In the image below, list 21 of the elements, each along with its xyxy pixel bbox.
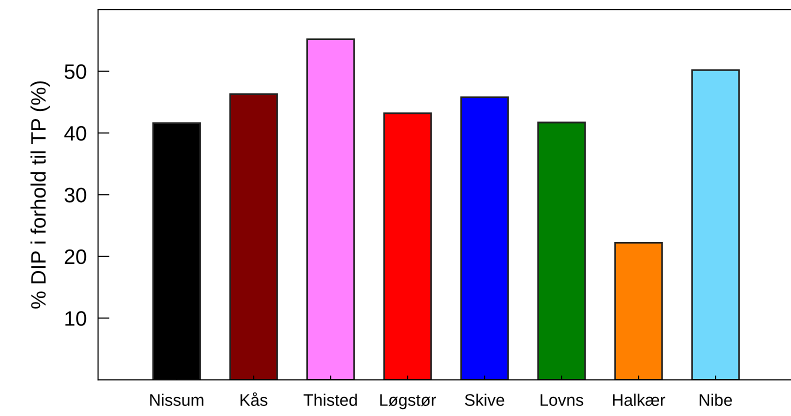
x-tick-label: Kås [240,392,268,406]
x-tick-label: Nissum [150,394,204,406]
x-tick-label: Skive [464,394,504,406]
bar [614,242,663,380]
bar [460,96,509,380]
y-tick-label: 40 [64,126,86,141]
y-tick-label: 30 [64,188,86,202]
y-tick-label: 10 [65,311,86,326]
x-tick-label: Lovns [540,394,584,406]
bar [306,38,355,380]
y-tick-label: 20 [64,249,86,264]
bar [691,69,740,380]
y-tick-label: 50 [64,64,86,80]
y-axis-title: % DIP i forhold til TP (%) [30,81,50,309]
x-tick-label: Thisted [304,394,357,406]
bar [229,93,278,380]
bar [537,122,586,380]
bar [383,112,432,380]
x-tick-label: Halkær [613,394,666,406]
x-tick-label: Løgstør [380,394,436,410]
x-tick-label: Nibe [700,394,732,406]
